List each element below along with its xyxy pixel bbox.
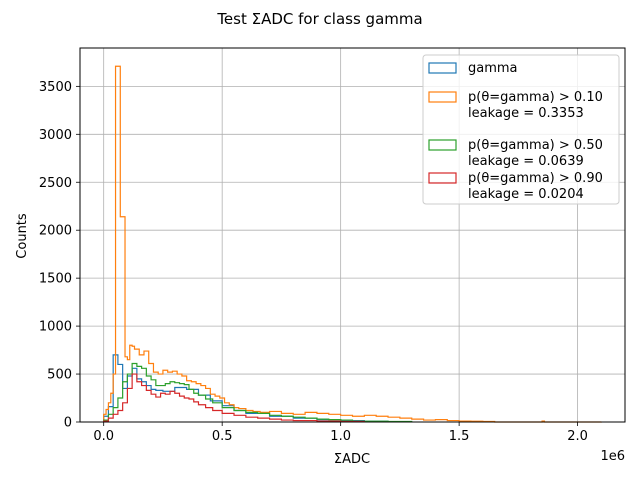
legend-label-line2: leakage = 0.3353 <box>468 106 584 121</box>
legend-swatch <box>428 139 457 151</box>
legend-swatch <box>428 172 457 184</box>
x-tick-label: 0.5 <box>212 429 233 444</box>
y-tick-label: 3500 <box>39 80 72 95</box>
y-tick-label: 1500 <box>39 272 72 287</box>
y-tick-label: 1000 <box>39 320 72 335</box>
y-axis-label: Counts <box>15 213 30 259</box>
legend-label: gamma <box>468 61 518 76</box>
y-tick-label: 2000 <box>39 224 72 239</box>
legend-label: p(θ=gamma) > 0.10 <box>468 90 603 105</box>
x-axis-ticks: 0.0 0.5 1.0 1.5 2.0 <box>93 422 588 444</box>
y-tick-label: 500 <box>47 368 72 383</box>
legend-swatch <box>428 91 457 103</box>
x-tick-label: 0.0 <box>93 429 114 444</box>
x-tick-label: 2.0 <box>567 429 588 444</box>
legend-label: p(θ=gamma) > 0.90 <box>468 171 603 186</box>
y-tick-label: 0 <box>64 416 72 431</box>
legend-swatch <box>428 62 457 74</box>
histogram-series-3 <box>103 362 413 423</box>
x-tick-label: 1.0 <box>330 429 351 444</box>
y-tick-label: 2500 <box>39 176 72 191</box>
x-axis-offset-label: 1e6 <box>600 449 625 464</box>
x-axis-label: ΣADC <box>334 452 370 467</box>
legend-label-line2: leakage = 0.0639 <box>468 154 584 169</box>
legend-box <box>422 54 620 205</box>
legend-label: p(θ=gamma) > 0.50 <box>468 138 603 153</box>
chart-title: Test ΣADC for class gamma <box>216 10 422 28</box>
histogram-series-2 <box>103 65 602 423</box>
x-tick-label: 1.5 <box>449 429 470 444</box>
legend-label-line2: leakage = 0.0204 <box>468 187 584 202</box>
y-tick-label: 3000 <box>39 128 72 143</box>
histogram-series-4 <box>103 373 365 423</box>
plot-frame <box>79 47 626 423</box>
y-axis-ticks: 0 500 1000 1500 2000 2500 3000 3500 <box>39 80 80 431</box>
series-layer <box>103 65 602 423</box>
